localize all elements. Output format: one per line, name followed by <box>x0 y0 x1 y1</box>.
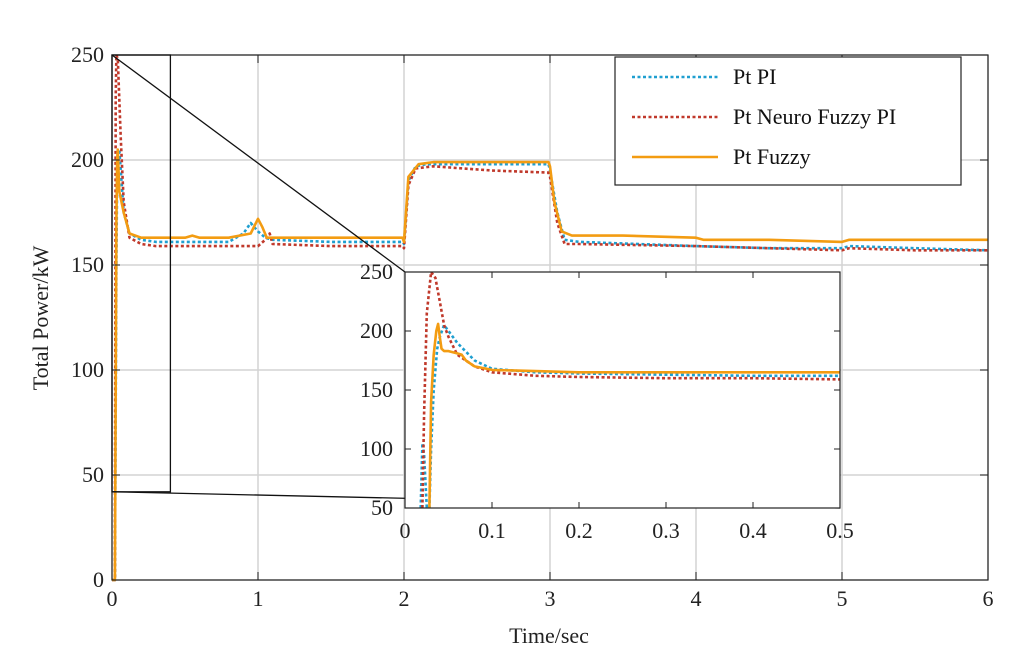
inset-series-line-pt-fuzzy <box>428 322 840 508</box>
inset-series-line-pt-neuro-fuzzy-pi <box>421 272 840 508</box>
series-line-pt-fuzzy <box>112 148 988 582</box>
inset-x-tick-label: 0.3 <box>652 518 680 543</box>
y-tick-label: 250 <box>71 42 104 67</box>
series-line-pt-neuro-fuzzy-pi <box>112 53 988 582</box>
legend-label: Pt PI <box>733 64 776 89</box>
x-tick-label: 5 <box>837 586 848 611</box>
x-tick-label: 4 <box>691 586 702 611</box>
y-tick-label: 200 <box>71 147 104 172</box>
x-axis-label: Time/sec <box>509 623 589 648</box>
inset-y-tick-label: 150 <box>360 377 393 402</box>
inset-x-tick-label: 0.4 <box>739 518 767 543</box>
inset-y-tick-label: 100 <box>360 436 393 461</box>
x-tick-label: 1 <box>253 586 264 611</box>
y-tick-label: 0 <box>93 567 104 592</box>
series-line-pt-pi <box>112 148 989 582</box>
inset-x-tick-label: 0.2 <box>565 518 593 543</box>
x-tick-label: 2 <box>399 586 410 611</box>
inset-x-tick-label: 0 <box>400 518 411 543</box>
y-tick-label: 100 <box>71 357 104 382</box>
inset-x-tick-label: 0.1 <box>478 518 506 543</box>
inset-y-tick-label: 200 <box>360 318 393 343</box>
y-axis-label: Total Power/kW <box>28 246 53 391</box>
legend-box <box>614 56 962 186</box>
legend-label: Pt Neuro Fuzzy PI <box>733 104 896 129</box>
y-tick-label: 50 <box>82 462 104 487</box>
legend-label: Pt Fuzzy <box>733 144 811 169</box>
y-tick-label: 150 <box>71 252 104 277</box>
x-tick-label: 0 <box>107 586 118 611</box>
inset-y-tick-label: 250 <box>360 259 393 284</box>
inset-plot-area <box>405 272 840 508</box>
inset-y-tick-label: 50 <box>371 495 393 520</box>
legend: Pt PI Pt Neuro Fuzzy PI Pt Fuzzy <box>614 56 962 186</box>
inset-x-tick-label: 0.5 <box>826 518 854 543</box>
x-tick-label: 6 <box>983 586 994 611</box>
zoom-connector-line <box>111 54 406 273</box>
inset-plot: 0 0.1 0.2 0.3 0.4 0.5 50 100 150 200 250 <box>360 259 854 543</box>
x-tick-label: 3 <box>545 586 556 611</box>
